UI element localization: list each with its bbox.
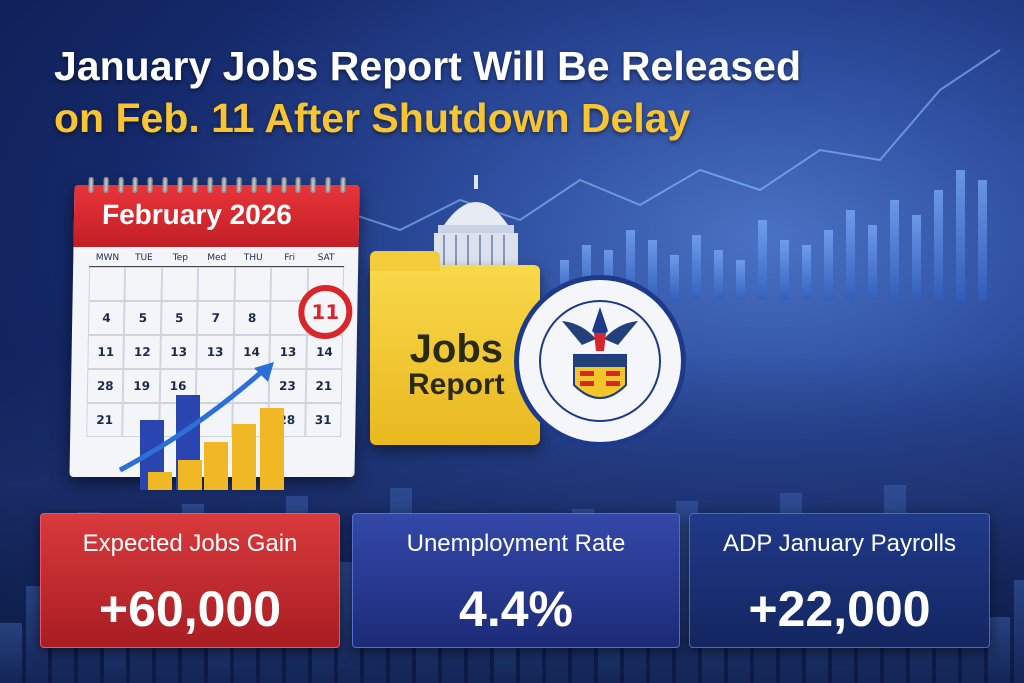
- background-bar: [626, 230, 635, 300]
- calendar-days-of-week: MWN TUE Tep Med THU Fri SAT: [89, 253, 345, 268]
- background-bar: [736, 260, 745, 300]
- background-bar: [824, 230, 833, 300]
- day-of-week: Fri: [284, 253, 296, 263]
- calendar-month: February 2026: [73, 185, 360, 247]
- folder-label-line-1: Jobs: [409, 327, 504, 371]
- background-bar: [846, 210, 855, 300]
- day-of-week: MWN: [95, 253, 120, 263]
- labor-statistics-seal-logo: [514, 275, 686, 447]
- calendar-day: [124, 267, 162, 301]
- background-bar: [934, 190, 943, 300]
- folder-label-line-2: Report: [408, 368, 505, 401]
- bar: [260, 408, 284, 490]
- stat-card-unemployment-rate: Unemployment Rate 4.4%: [352, 513, 680, 648]
- stat-label: ADP January Payrolls: [723, 530, 956, 557]
- headline-line-2: on Feb. 11 After Shutdown Delay: [54, 95, 691, 141]
- day-of-week: SAT: [317, 253, 335, 263]
- stat-value: +22,000: [748, 581, 931, 637]
- calendar-day: [88, 267, 126, 301]
- stat-label: Unemployment Rate: [406, 530, 626, 557]
- calendar-day: 31: [304, 403, 342, 437]
- calendar-day: 5: [160, 301, 198, 335]
- calendar-day: [161, 267, 199, 301]
- stat-value: 4.4%: [459, 581, 573, 637]
- calendar-day: 5: [124, 301, 162, 335]
- day-of-week: Med: [207, 253, 227, 263]
- background-trend-line: [340, 49, 1001, 232]
- capitol-dome-icon: [434, 175, 518, 270]
- stat-card-expected-jobs-gain: Expected Jobs Gain +60,000: [40, 513, 340, 648]
- background-bar: [648, 240, 657, 300]
- growth-bar-graphic: [118, 360, 290, 490]
- background-bar: [670, 255, 679, 300]
- background-bar: [890, 200, 899, 300]
- calendar-day: 21: [305, 369, 343, 403]
- background-bar: [978, 180, 987, 300]
- headline: January Jobs Report Will Be Released on …: [54, 40, 801, 144]
- jobs-report-folder: Jobs Report: [370, 251, 540, 445]
- day-of-week: THU: [243, 253, 263, 263]
- background-bar: [582, 245, 591, 300]
- trend-arrow-icon: [118, 362, 274, 473]
- calendar-rings: [88, 177, 346, 193]
- stat-card-adp-january-payrolls: ADP January Payrolls +22,000: [689, 513, 990, 648]
- bar: [148, 472, 172, 490]
- background-bar: [868, 225, 877, 300]
- highlighted-date-circle: 11: [297, 285, 353, 339]
- calendar-day: [270, 267, 308, 301]
- stat-label: Expected Jobs Gain: [82, 530, 298, 557]
- bar: [204, 442, 228, 490]
- background-bar: [604, 250, 613, 300]
- background-bar: [956, 170, 965, 300]
- background-bar: [560, 260, 569, 300]
- calendar-day: [234, 267, 272, 301]
- calendar-day: 14: [305, 335, 343, 369]
- day-of-week: Tep: [172, 253, 189, 263]
- background-bar: [912, 215, 921, 300]
- calendar-day: 8: [233, 301, 271, 335]
- calendar-day: [197, 267, 235, 301]
- calendar-day: 4: [87, 301, 125, 335]
- stat-value: +60,000: [98, 581, 282, 637]
- background-bar: [780, 240, 789, 300]
- background-bar: [758, 220, 767, 300]
- bar: [232, 424, 256, 490]
- bar: [178, 460, 202, 490]
- background-bar: [802, 245, 811, 300]
- day-of-week: TUE: [134, 253, 153, 263]
- headline-line-1: January Jobs Report Will Be Released: [54, 43, 801, 89]
- calendar-day: 7: [197, 301, 235, 335]
- background-bar: [692, 235, 701, 300]
- background-bar: [714, 250, 723, 300]
